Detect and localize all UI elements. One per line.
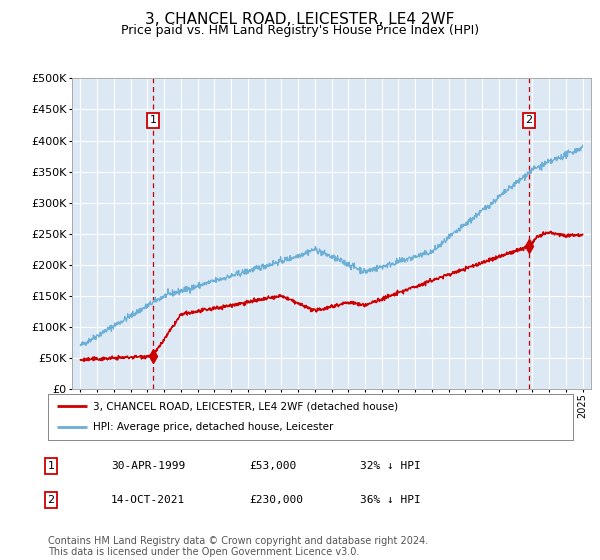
Text: 3, CHANCEL ROAD, LEICESTER, LE4 2WF: 3, CHANCEL ROAD, LEICESTER, LE4 2WF: [145, 12, 455, 27]
Text: 2: 2: [47, 495, 55, 505]
Text: 14-OCT-2021: 14-OCT-2021: [111, 495, 185, 505]
Text: 30-APR-1999: 30-APR-1999: [111, 461, 185, 471]
Text: £53,000: £53,000: [249, 461, 296, 471]
Text: 2: 2: [526, 115, 532, 125]
Text: 1: 1: [47, 461, 55, 471]
Text: 1: 1: [149, 115, 157, 125]
Text: HPI: Average price, detached house, Leicester: HPI: Average price, detached house, Leic…: [92, 422, 333, 432]
Text: 32% ↓ HPI: 32% ↓ HPI: [360, 461, 421, 471]
Text: Contains HM Land Registry data © Crown copyright and database right 2024.
This d: Contains HM Land Registry data © Crown c…: [48, 535, 428, 557]
Text: £230,000: £230,000: [249, 495, 303, 505]
Text: 36% ↓ HPI: 36% ↓ HPI: [360, 495, 421, 505]
Text: 3, CHANCEL ROAD, LEICESTER, LE4 2WF (detached house): 3, CHANCEL ROAD, LEICESTER, LE4 2WF (det…: [92, 401, 398, 411]
Text: Price paid vs. HM Land Registry's House Price Index (HPI): Price paid vs. HM Land Registry's House …: [121, 24, 479, 36]
